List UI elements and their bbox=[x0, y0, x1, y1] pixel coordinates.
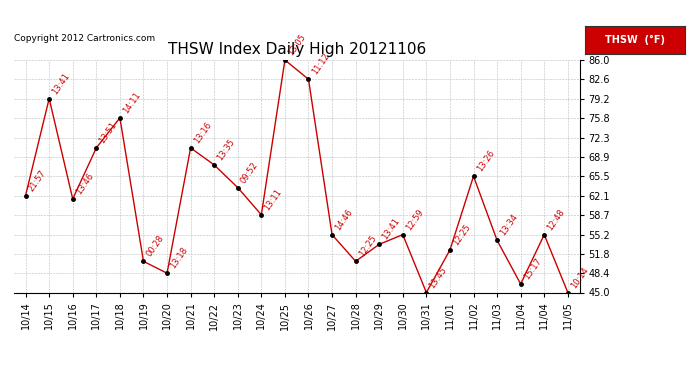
Text: 12:48: 12:48 bbox=[546, 207, 566, 232]
Text: 13:46: 13:46 bbox=[74, 171, 95, 196]
Text: 13:11: 13:11 bbox=[263, 188, 284, 212]
Title: THSW Index Daily High 20121106: THSW Index Daily High 20121106 bbox=[168, 42, 426, 57]
Text: 13:51: 13:51 bbox=[98, 120, 119, 145]
Text: 14:46: 14:46 bbox=[333, 207, 355, 232]
Text: THSW  (°F): THSW (°F) bbox=[605, 35, 665, 45]
Text: 13:16: 13:16 bbox=[192, 120, 213, 145]
Text: 14:11: 14:11 bbox=[121, 90, 142, 115]
Text: 21:57: 21:57 bbox=[27, 168, 48, 193]
Text: 12:25: 12:25 bbox=[357, 234, 378, 258]
Text: 13:41: 13:41 bbox=[50, 71, 72, 96]
Text: 13:41: 13:41 bbox=[381, 217, 402, 242]
Text: Copyright 2012 Cartronics.com: Copyright 2012 Cartronics.com bbox=[14, 34, 155, 43]
Text: 12:59: 12:59 bbox=[404, 207, 425, 232]
Text: 10:14: 10:14 bbox=[569, 265, 590, 290]
Text: 00:28: 00:28 bbox=[145, 234, 166, 258]
Text: 13:18: 13:18 bbox=[168, 246, 190, 270]
Text: 12:25: 12:25 bbox=[451, 223, 473, 247]
Text: 13:45: 13:45 bbox=[428, 265, 448, 290]
Text: 13:05: 13:05 bbox=[286, 33, 307, 57]
Text: 13:35: 13:35 bbox=[215, 137, 237, 162]
Text: 09:52: 09:52 bbox=[239, 160, 260, 185]
Text: 15:17: 15:17 bbox=[522, 256, 543, 281]
Text: 13:26: 13:26 bbox=[475, 148, 496, 174]
Text: 13:34: 13:34 bbox=[498, 213, 520, 237]
Text: 11:12: 11:12 bbox=[310, 52, 331, 76]
